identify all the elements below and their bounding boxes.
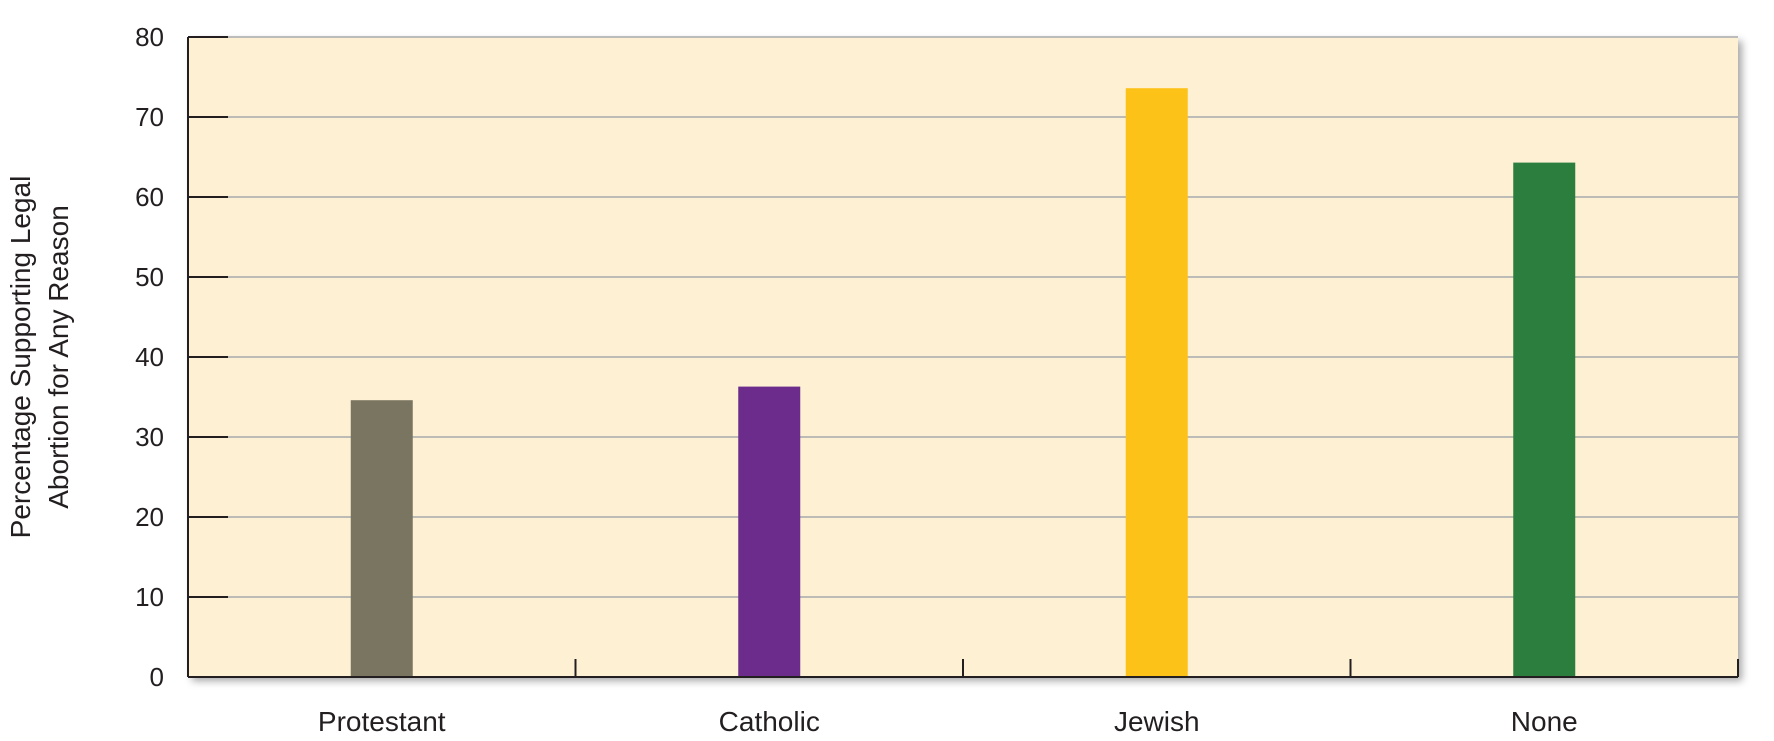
y-tick-labels: 0 10 20 30 40 50 60 70 80 [135,22,164,692]
y-tick-label: 60 [135,182,164,212]
x-category-labels: Protestant Catholic Jewish None [318,706,1578,737]
y-axis-title-line1: Percentage Supporting Legal [5,176,36,539]
bar-none [1513,162,1576,678]
y-tick-label: 80 [135,22,164,52]
x-category-label: Jewish [1114,706,1200,737]
y-tick-label: 10 [135,582,164,612]
bar-jewish [1125,88,1188,677]
x-category-label: Protestant [318,706,446,737]
y-tick-label: 20 [135,502,164,532]
y-tick-label: 40 [135,342,164,372]
bar-catholic [738,386,801,677]
gridlines [188,36,1738,598]
y-tick-label: 0 [150,662,164,692]
y-axis-title-line2: Abortion for Any Reason [43,205,74,509]
x-category-label: None [1511,706,1578,737]
y-tick-label: 30 [135,422,164,452]
y-tick-label: 70 [135,102,164,132]
bars [350,88,1576,678]
bar-protestant [350,400,413,677]
y-tick-label: 50 [135,262,164,292]
axes [187,36,1739,678]
x-category-label: Catholic [719,706,820,737]
